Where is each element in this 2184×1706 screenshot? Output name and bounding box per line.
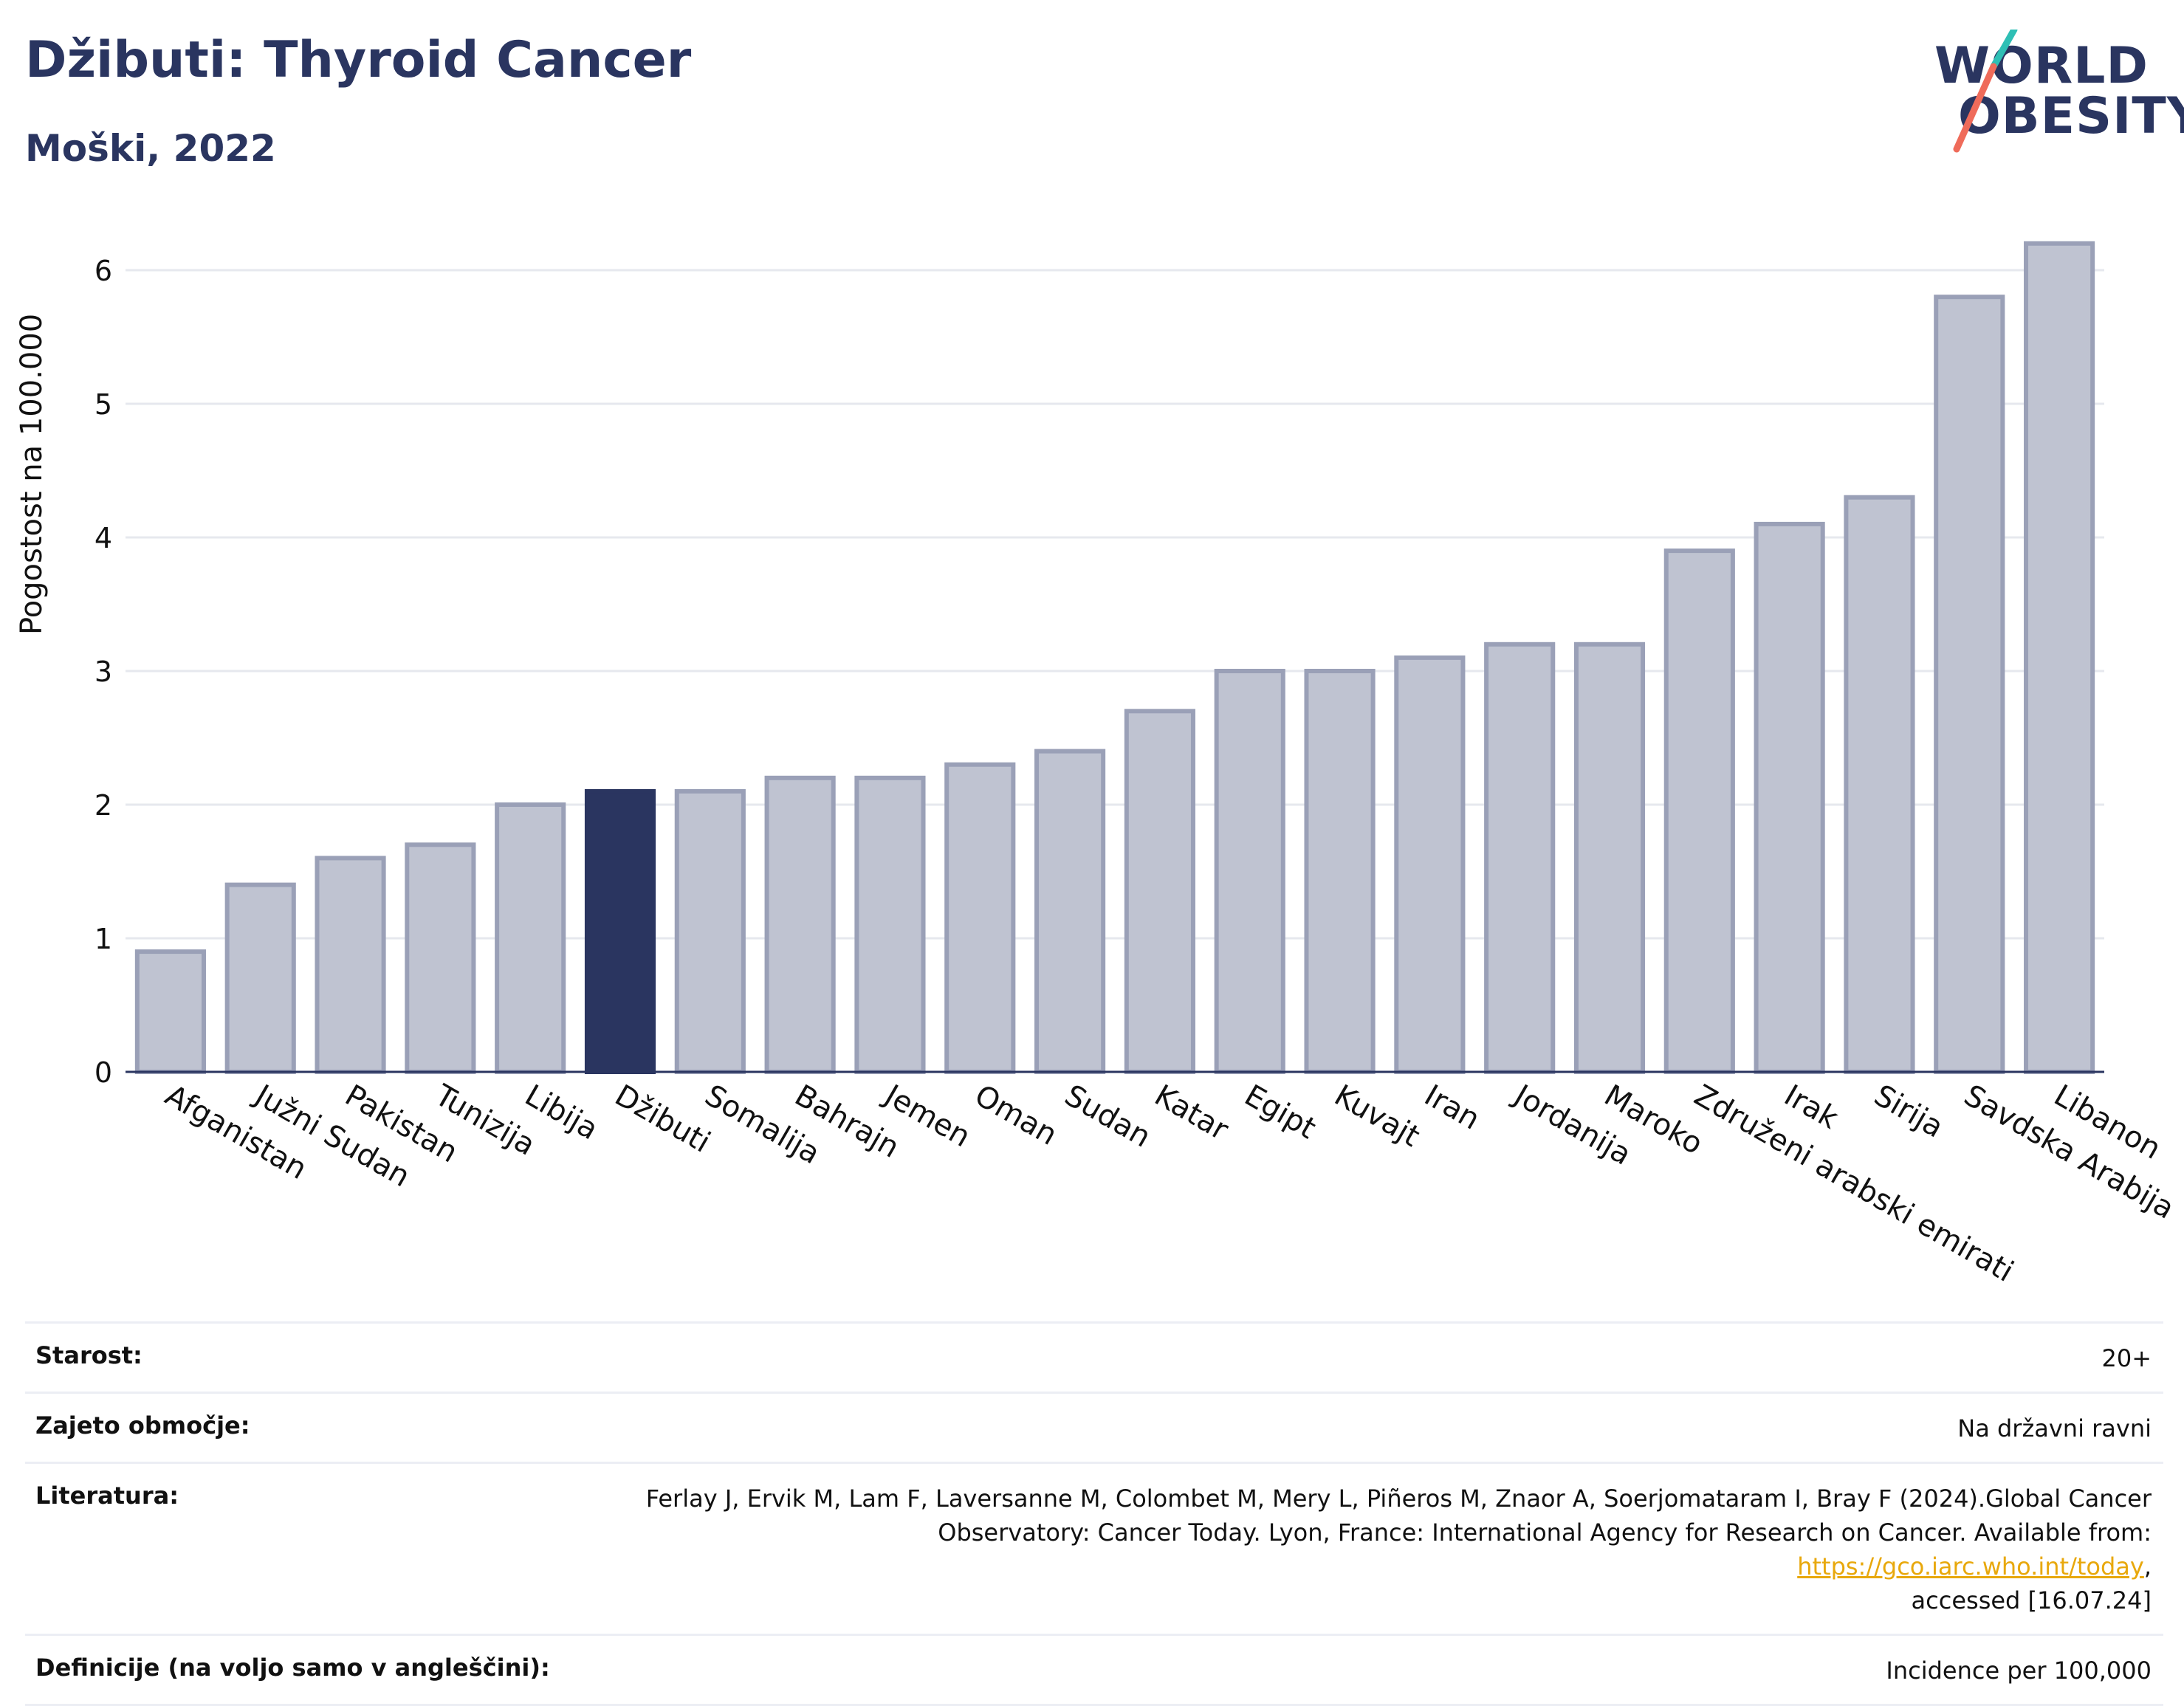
x-tick-label: Sirija — [1868, 1079, 1948, 1145]
literature-line-1: Ferlay J, Ervik M, Lam F, Laversanne M, … — [645, 1485, 2152, 1513]
y-tick-label: 1 — [95, 923, 112, 955]
info-row-definitions: Definicije (na voljo samo v angleščini):… — [25, 1634, 2163, 1706]
bar — [1484, 642, 1556, 1074]
bar — [1034, 749, 1106, 1074]
logo-line-1: WORLD — [1934, 37, 2149, 95]
bar — [1573, 642, 1646, 1074]
y-tick-label: 2 — [95, 789, 112, 822]
age-value: 20+ — [2101, 1344, 2152, 1372]
chart-title: Džibuti: Thyroid Cancer — [25, 31, 692, 89]
bar — [1304, 669, 1376, 1074]
bar — [944, 762, 1016, 1074]
bar — [1394, 655, 1466, 1074]
literature-line-2: Observatory: Cancer Today. Lyon, France:… — [938, 1518, 2152, 1547]
y-tick-label: 0 — [95, 1056, 112, 1089]
info-table: Starost: 20+ Zajeto območje: Na državni … — [25, 1321, 2163, 1706]
literature-value: Ferlay J, Ervik M, Lam F, Laversanne M, … — [645, 1485, 2152, 1614]
bar — [2024, 241, 2095, 1074]
age-label: Starost: — [35, 1341, 142, 1369]
bar — [224, 882, 296, 1074]
y-tick-label: 5 — [95, 388, 112, 421]
bar — [1124, 709, 1195, 1074]
literature-label: Literatura: — [35, 1482, 179, 1510]
bar — [1214, 669, 1285, 1074]
bar — [1844, 495, 1915, 1074]
bar — [495, 802, 566, 1074]
logo-slash-icon — [1953, 30, 2018, 153]
x-tick-label: Sudan — [1059, 1079, 1156, 1155]
literature-line-3: accessed [16.07.24] — [1911, 1586, 2152, 1614]
x-tick-label: Iran — [1418, 1079, 1486, 1137]
coverage-value: Na državni ravni — [1957, 1414, 2152, 1442]
literature-link[interactable]: https://gco.iarc.who.int/today — [1797, 1552, 2144, 1581]
bar — [1663, 548, 1735, 1075]
definitions-label: Definicije (na voljo samo v angleščini): — [35, 1654, 550, 1682]
bar — [134, 949, 206, 1074]
bar — [584, 788, 656, 1075]
x-tick-label: Egipt — [1239, 1079, 1322, 1146]
world-obesity-logo: WORLD OBESITY — [1920, 30, 2184, 155]
info-row-age: Starost: 20+ — [25, 1321, 2163, 1392]
y-tick-label: 6 — [95, 255, 112, 287]
x-tick-label: Oman — [969, 1079, 1062, 1152]
bar — [854, 775, 926, 1074]
x-tick-label: Kuvajt — [1329, 1079, 1426, 1154]
y-tick-label: 4 — [95, 522, 112, 554]
bar — [764, 775, 836, 1074]
info-row-coverage: Zajeto območje: Na državni ravni — [25, 1392, 2163, 1462]
definitions-value: Incidence per 100,000 — [1886, 1657, 2152, 1685]
bar — [1934, 295, 2005, 1075]
logo-line-2: OBESITY — [1958, 87, 2184, 145]
x-tick-label: Džibuti — [609, 1079, 716, 1160]
bar — [674, 788, 746, 1075]
y-tick-label: 3 — [95, 656, 112, 688]
bar — [405, 842, 476, 1074]
coverage-label: Zajeto območje: — [35, 1411, 250, 1440]
chart-subtitle: Moški, 2022 — [25, 127, 276, 170]
info-row-literature: Literatura: Ferlay J, Ervik M, Lam F, La… — [25, 1462, 2163, 1634]
bar — [1754, 521, 1825, 1074]
bar — [315, 856, 386, 1075]
x-tick-label: Katar — [1149, 1079, 1234, 1147]
